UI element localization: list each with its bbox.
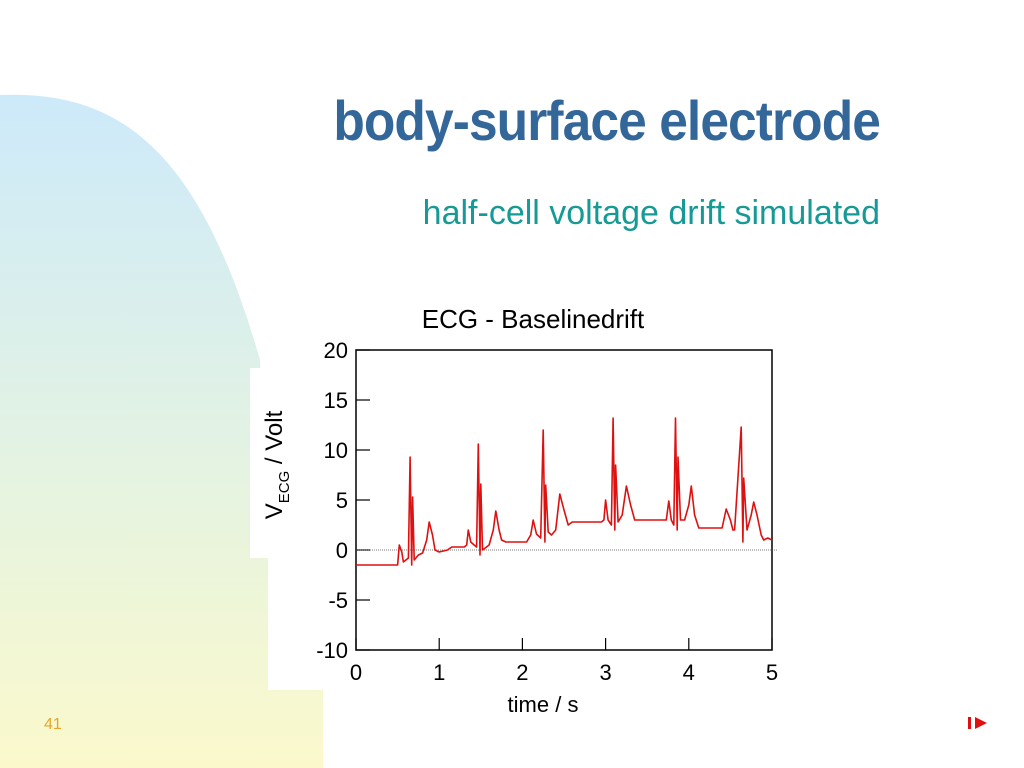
- slide-title: body-surface electrode: [333, 89, 881, 152]
- y-tick-label: -5: [328, 588, 348, 613]
- slide-number: 41: [44, 716, 62, 733]
- y-axis: -10 -5 0 5 10 15 20: [316, 338, 370, 663]
- x-tick-label: 2: [516, 660, 528, 685]
- x-tick-label: 4: [683, 660, 695, 685]
- chart-title: ECG - Baselinedrift: [422, 304, 645, 334]
- x-tick-label: 3: [599, 660, 611, 685]
- y-axis-label-main: V: [261, 503, 288, 519]
- y-tick-label: 0: [336, 538, 348, 563]
- x-axis-label: time / s: [508, 692, 579, 717]
- y-tick-label: 20: [324, 338, 348, 363]
- chart-white-backdrop: [250, 368, 360, 558]
- y-axis-label: VECG / Volt: [261, 410, 293, 519]
- y-axis-label-sub: ECG: [276, 471, 293, 504]
- chart-white-backdrop-lower: [268, 556, 360, 690]
- y-tick-label: 5: [336, 488, 348, 513]
- y-axis-label-unit: / Volt: [261, 410, 288, 470]
- y-tick-label: 10: [324, 438, 348, 463]
- x-tick-label: 1: [433, 660, 445, 685]
- x-tick-label: 5: [766, 660, 778, 685]
- slide-subtitle: half-cell voltage drift simulated: [422, 194, 880, 232]
- ecg-trace-line: [356, 417, 773, 566]
- plot-frame: [355, 349, 773, 651]
- y-tick-label: 15: [324, 388, 348, 413]
- next-slide-arrow-icon[interactable]: [966, 714, 990, 732]
- x-axis: 0 1 2 3 4 5: [350, 638, 778, 685]
- background-arc-shape: [0, 94, 323, 768]
- x-tick-label: 0: [350, 660, 362, 685]
- y-tick-label: -10: [316, 638, 348, 663]
